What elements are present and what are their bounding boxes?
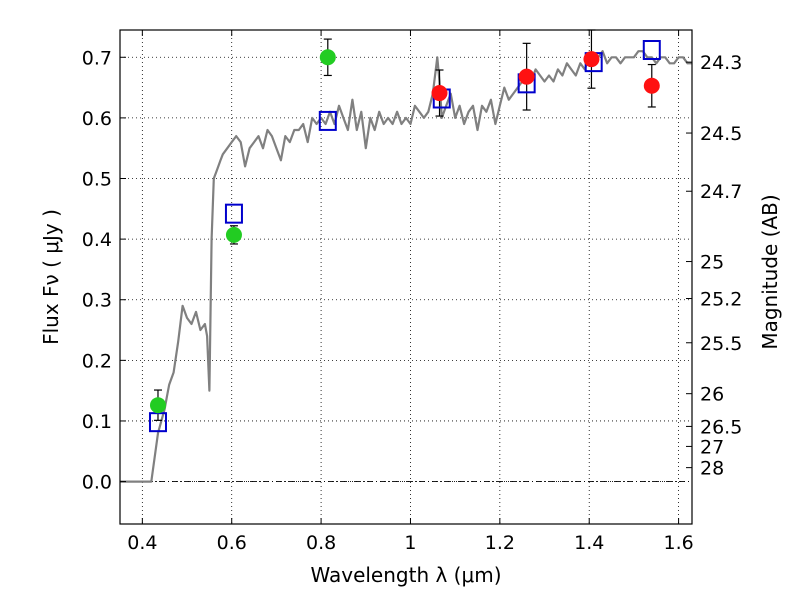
x-tick-label: 0.4: [127, 532, 157, 554]
observed-flux-point: [431, 85, 448, 102]
y-axis-label: Flux Fν ( μJy ): [39, 209, 63, 345]
y2-tick-label: 26: [700, 384, 724, 406]
data-markers: [148, 40, 661, 433]
y-tick-label: 0.3: [82, 290, 112, 312]
observed-flux-point: [225, 226, 242, 243]
grid: [120, 30, 692, 524]
y2-axis-label: Magnitude (AB): [758, 194, 782, 349]
y-tick-label: 0.0: [82, 472, 112, 494]
observed-flux-point: [518, 68, 535, 85]
y-tick-label: 0.4: [82, 229, 112, 251]
x-tick-label: 0.6: [217, 532, 247, 554]
y-tick-label: 0.2: [82, 350, 112, 372]
y-tick-label: 0.5: [82, 169, 112, 191]
x-tick-label: 0.8: [306, 532, 336, 554]
x-tick-label: 1: [404, 532, 416, 554]
y-tick-label: 0.7: [82, 47, 112, 69]
error-bars: [153, 29, 656, 421]
y2-tick-label: 24.7: [700, 181, 742, 203]
model-square-point: [642, 40, 661, 61]
y-tick-label: 0.6: [82, 108, 112, 130]
tick-labels: 0.4 0.6 0.8 1 1.2 1.4 1.6 0.0 0.1 0.2 0.3 0.4 0.5 0.6…: [82, 47, 743, 554]
observed-flux-point: [583, 51, 600, 68]
x-tick-label: 1.2: [485, 532, 515, 554]
plot-frame: [119, 29, 693, 525]
y2-tick-label: 24.5: [700, 123, 742, 145]
y2-tick-label: 28: [700, 458, 724, 480]
y2-tick-label: 27: [700, 436, 724, 458]
observed-flux-point: [319, 49, 336, 66]
observed-flux-point: [149, 397, 166, 414]
observed-flux-point: [643, 77, 660, 94]
model-spectrum-line: [120, 50, 692, 483]
y2-tick-label: 25.2: [700, 289, 742, 311]
model-spectrum: [120, 50, 692, 483]
y2-tick-label: 24.3: [700, 52, 742, 74]
y2-tick-label: 25.5: [700, 333, 742, 355]
y2-tick-label: 26.5: [700, 416, 742, 438]
model-square-point: [224, 203, 243, 224]
axis-ticks: [120, 30, 692, 524]
y2-tick-label: 25: [700, 252, 724, 274]
x-axis-label: Wavelength λ (μm): [310, 563, 501, 587]
x-tick-label: 1.6: [663, 532, 693, 554]
model-square-point: [318, 110, 337, 131]
y-tick-label: 0.1: [82, 411, 112, 433]
x-tick-label: 1.4: [574, 532, 604, 554]
